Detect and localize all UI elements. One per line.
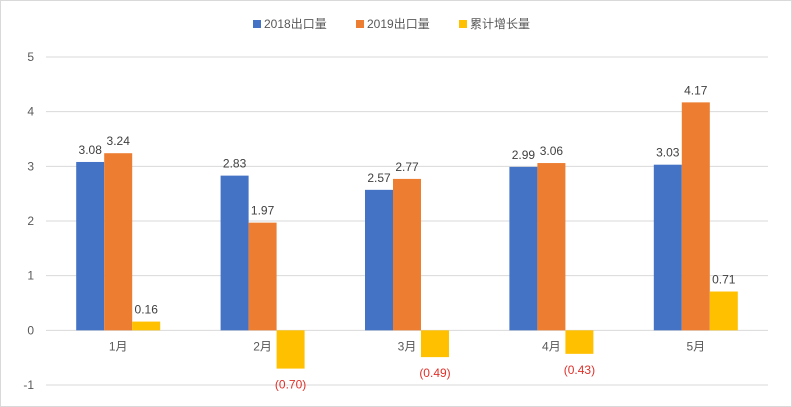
data-label: 1.97 <box>251 204 275 218</box>
legend-label: 2018出口量 <box>264 17 327 31</box>
data-label: 2.83 <box>223 157 247 171</box>
y-tick-label: 2 <box>27 214 34 228</box>
bar-2018出口量-1月 <box>76 161 105 331</box>
data-label: (0.43) <box>564 363 595 377</box>
bar-累计增长量-1月 <box>132 321 161 331</box>
y-tick-label: 0 <box>27 323 34 337</box>
category-label: 1月 <box>109 339 128 353</box>
legend: 2018出口量 2019出口量 累计增长量 <box>253 17 530 31</box>
grid-lines <box>46 56 768 386</box>
bar-2019出口量-3月 <box>393 178 421 331</box>
legend-label: 累计增长量 <box>470 17 530 31</box>
y-tick-label: -1 <box>23 378 34 392</box>
bar-2018出口量-2月 <box>220 175 249 331</box>
bar-2018出口量-3月 <box>365 189 393 331</box>
data-label: 3.08 <box>79 143 103 157</box>
legend-swatch <box>356 20 364 28</box>
bars <box>76 102 738 369</box>
category-label: 4月 <box>542 339 561 353</box>
data-label: 2.57 <box>367 171 391 185</box>
category-label: 2月 <box>253 339 272 353</box>
bar-2019出口量-2月 <box>248 222 277 331</box>
y-tick-label: 1 <box>27 269 34 283</box>
bar-2018出口量-4月 <box>509 166 538 331</box>
data-label: 4.17 <box>684 83 708 97</box>
bar-累计增长量-4月 <box>565 330 594 354</box>
data-label: (0.49) <box>419 366 450 380</box>
data-label: 3.03 <box>656 146 680 160</box>
data-label: 2.77 <box>395 160 419 174</box>
data-label: 3.06 <box>540 144 564 158</box>
data-label: 0.71 <box>712 273 736 287</box>
legend-swatch <box>459 20 467 28</box>
category-label: 5月 <box>686 339 705 353</box>
bar-累计增长量-5月 <box>709 291 738 331</box>
data-labels: 3.08 3.24 0.16 2.83 1.97 (0.70) 2.57 2.77 (0.49)… <box>79 83 736 391</box>
bar-2019出口量-4月 <box>537 163 566 331</box>
category-labels: 1月 2月 3月 4月 5月 <box>109 339 705 353</box>
bar-2019出口量-1月 <box>104 153 133 331</box>
legend-swatch <box>253 20 261 28</box>
data-label: (0.70) <box>275 378 306 392</box>
category-label: 3月 <box>398 339 417 353</box>
bar-累计增长量-3月 <box>421 330 449 358</box>
data-label: 0.16 <box>135 303 159 317</box>
bar-2019出口量-5月 <box>681 102 710 331</box>
data-label: 2.99 <box>512 148 536 162</box>
bar-累计增长量-2月 <box>276 330 305 369</box>
legend-label: 2019出口量 <box>367 17 430 31</box>
y-tick-label: 4 <box>27 105 34 119</box>
bar-2018出口量-5月 <box>653 164 682 331</box>
y-axis-ticks: -1 0 1 2 3 4 5 <box>23 50 34 392</box>
y-tick-label: 5 <box>27 50 34 64</box>
y-tick-label: 3 <box>27 159 34 173</box>
data-label: 3.24 <box>107 134 131 148</box>
